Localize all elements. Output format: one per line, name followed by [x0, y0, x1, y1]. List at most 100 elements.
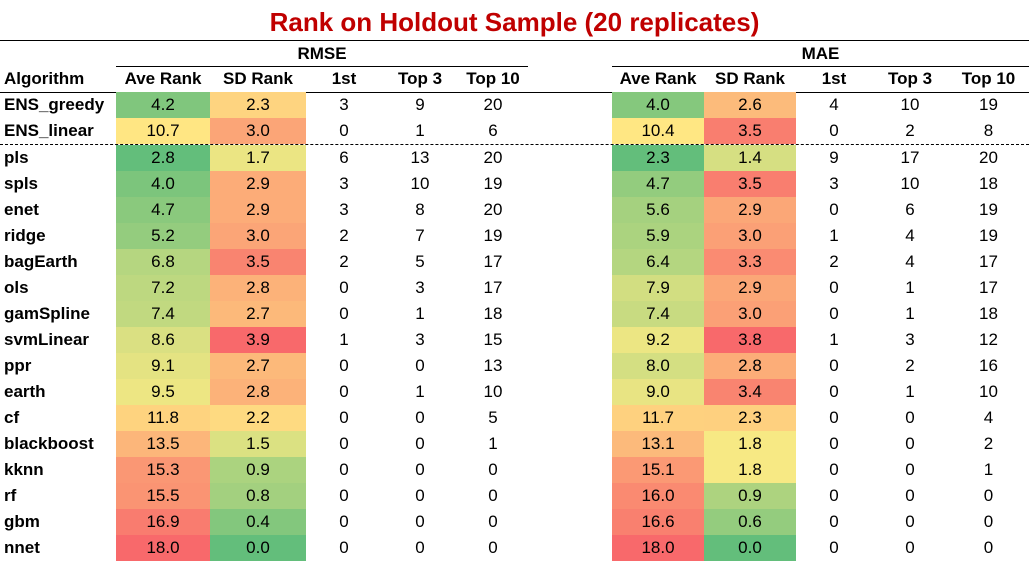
mae-1st-cell: 0 [829, 356, 839, 375]
mae-top3-cell: 4 [905, 252, 915, 271]
table-row: kknn 15.3 0.9 0 0 0 15.1 1.8 0 0 1 [0, 457, 1029, 483]
rmse-ave-rank-cell: 4.2 [116, 92, 210, 118]
rmse-top3-cell: 8 [415, 200, 425, 219]
mae-1st-cell: 3 [829, 174, 839, 193]
algorithm-name: earth [4, 382, 46, 401]
mae-sd-rank-cell: 3.3 [704, 249, 796, 275]
header-rmse-ave-rank: Ave Rank [124, 69, 202, 88]
mae-sd-rank-cell: 1.4 [704, 145, 796, 171]
rmse-top10-cell: 15 [483, 330, 503, 349]
mae-top10-cell: 19 [979, 200, 998, 219]
column-header-row: Algorithm Ave Rank SD Rank 1st Top 3 Top… [0, 66, 1029, 92]
rmse-sd-rank-cell: 3.9 [210, 327, 306, 353]
rmse-sd-rank-cell: 2.7 [210, 353, 306, 379]
rmse-top3-cell: 5 [415, 252, 425, 271]
header-rmse-top3: Top 3 [397, 69, 443, 88]
mae-top10-cell: 10 [979, 382, 998, 401]
header-mae-top3: Top 3 [887, 69, 933, 88]
mae-1st-cell: 0 [829, 460, 839, 479]
table-row: nnet 18.0 0.0 0 0 0 18.0 0.0 0 0 0 [0, 535, 1029, 561]
header-mae-sd-rank: SD Rank [715, 69, 785, 88]
rmse-1st-cell: 2 [339, 252, 349, 271]
mae-sd-rank-cell: 3.5 [704, 118, 796, 144]
rmse-ave-rank-cell: 18.0 [116, 535, 210, 561]
table-row: ENS_greedy 4.2 2.3 3 9 20 4.0 2.6 4 10 19 [0, 92, 1029, 118]
algorithm-name: nnet [4, 538, 40, 557]
mae-1st-cell: 9 [829, 148, 839, 167]
rmse-ave-rank-cell: 9.5 [116, 379, 210, 405]
rmse-sd-rank-cell: 2.8 [210, 275, 306, 301]
mae-1st-cell: 1 [829, 226, 839, 245]
mae-1st-cell: 0 [829, 512, 839, 531]
rmse-top10-cell: 20 [483, 200, 503, 219]
mae-ave-rank-cell: 13.1 [612, 431, 704, 457]
mae-sd-rank-cell: 0.6 [704, 509, 796, 535]
rmse-top3-cell: 0 [415, 512, 425, 531]
mae-ave-rank-cell: 5.9 [612, 223, 704, 249]
mae-sd-rank-cell: 2.8 [704, 353, 796, 379]
table-row: gamSpline 7.4 2.7 0 1 18 7.4 3.0 0 1 18 [0, 301, 1029, 327]
rmse-top3-cell: 10 [410, 174, 430, 193]
mae-ave-rank-cell: 5.6 [612, 197, 704, 223]
rmse-1st-cell: 3 [339, 95, 349, 114]
table-row: blackboost 13.5 1.5 0 0 1 13.1 1.8 0 0 2 [0, 431, 1029, 457]
mae-ave-rank-cell: 15.1 [612, 457, 704, 483]
mae-1st-cell: 2 [829, 252, 839, 271]
mae-sd-rank-cell: 1.8 [704, 457, 796, 483]
rmse-sd-rank-cell: 2.9 [210, 197, 306, 223]
header-rmse-sd-rank: SD Rank [223, 69, 293, 88]
rmse-ave-rank-cell: 8.6 [116, 327, 210, 353]
mae-top10-cell: 12 [979, 330, 998, 349]
rmse-1st-cell: 3 [339, 200, 349, 219]
mae-top10-cell: 0 [983, 512, 994, 531]
rmse-sd-rank-cell: 1.5 [210, 431, 306, 457]
rmse-top10-cell: 5 [488, 408, 498, 427]
mae-top10-cell: 18 [979, 304, 998, 323]
rmse-sd-rank-cell: 0.8 [210, 483, 306, 509]
mae-1st-cell: 0 [829, 200, 839, 219]
rmse-ave-rank-cell: 4.7 [116, 197, 210, 223]
mae-ave-rank-cell: 11.7 [612, 405, 704, 431]
rmse-sd-rank-cell: 2.2 [210, 405, 306, 431]
mae-top3-cell: 6 [905, 200, 915, 219]
mae-1st-cell: 0 [829, 486, 839, 505]
algorithm-name: spls [4, 174, 39, 193]
header-mae-1st: 1st [821, 69, 847, 88]
algorithm-name: gbm [4, 512, 40, 531]
mae-top3-cell: 10 [900, 174, 920, 193]
table-row: cf 11.8 2.2 0 0 5 11.7 2.3 0 0 4 [0, 405, 1029, 431]
mae-top10-cell: 8 [983, 121, 994, 140]
rmse-sd-rank-cell: 2.3 [210, 92, 306, 118]
mae-sd-rank-cell: 3.4 [704, 379, 796, 405]
mae-ave-rank-cell: 4.0 [612, 92, 704, 118]
rmse-top3-cell: 0 [415, 460, 425, 479]
mae-top3-cell: 4 [905, 226, 915, 245]
table-row: svmLinear 8.6 3.9 1 3 15 9.2 3.8 1 3 12 [0, 327, 1029, 353]
mae-ave-rank-cell: 16.0 [612, 483, 704, 509]
mae-1st-cell: 0 [829, 434, 839, 453]
mae-1st-cell: 0 [829, 304, 839, 323]
rmse-ave-rank-cell: 4.0 [116, 171, 210, 197]
table-row: enet 4.7 2.9 3 8 20 5.6 2.9 0 6 19 [0, 197, 1029, 223]
rmse-top10-cell: 18 [483, 304, 503, 323]
rmse-sd-rank-cell: 3.5 [210, 249, 306, 275]
table-row: pls 2.8 1.7 6 13 20 2.3 1.4 9 17 20 [0, 145, 1029, 171]
mae-top3-cell: 17 [900, 148, 920, 167]
mae-sd-rank-cell: 3.8 [704, 327, 796, 353]
mae-1st-cell: 1 [829, 330, 839, 349]
table-row: ols 7.2 2.8 0 3 17 7.9 2.9 0 1 17 [0, 275, 1029, 301]
rmse-1st-cell: 0 [339, 356, 349, 375]
rmse-top10-cell: 20 [483, 148, 503, 167]
mae-sd-rank-cell: 2.9 [704, 275, 796, 301]
rmse-top10-cell: 19 [483, 174, 503, 193]
table-row: rf 15.5 0.8 0 0 0 16.0 0.9 0 0 0 [0, 483, 1029, 509]
rmse-sd-rank-cell: 3.0 [210, 223, 306, 249]
mae-ave-rank-cell: 9.0 [612, 379, 704, 405]
mae-top10-cell: 19 [979, 226, 998, 245]
mae-top3-cell: 1 [905, 278, 915, 297]
rmse-top3-cell: 0 [415, 486, 425, 505]
rmse-1st-cell: 0 [339, 278, 349, 297]
rmse-1st-cell: 0 [339, 460, 349, 479]
table-row: bagEarth 6.8 3.5 2 5 17 6.4 3.3 2 4 17 [0, 249, 1029, 275]
table-title: Rank on Holdout Sample (20 replicates) [269, 7, 760, 37]
